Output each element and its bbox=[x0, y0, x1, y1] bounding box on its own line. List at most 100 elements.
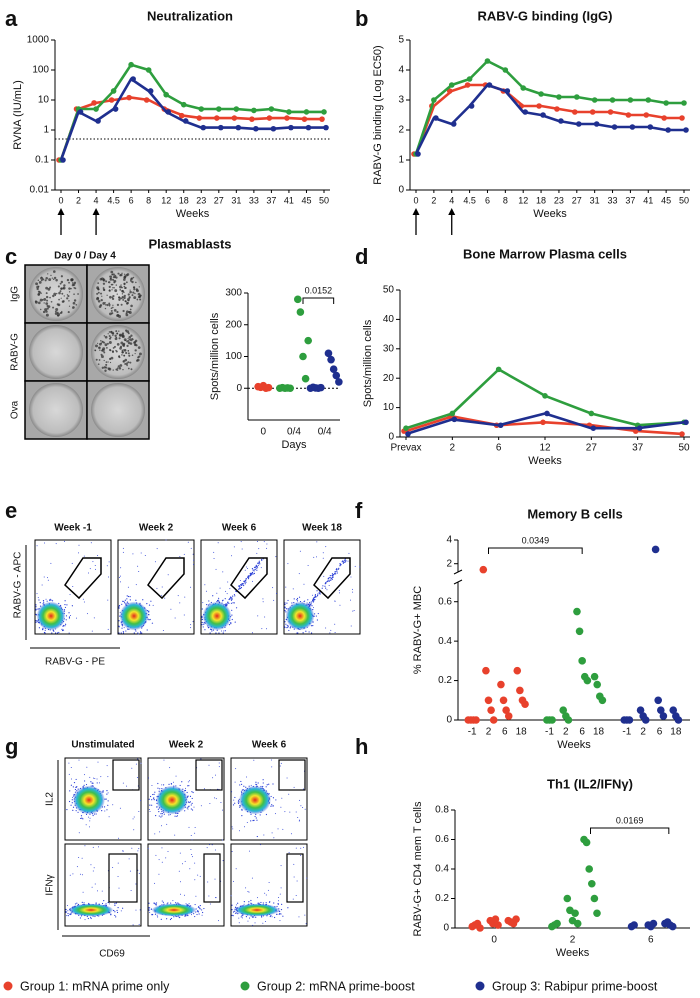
point bbox=[482, 666, 490, 675]
well bbox=[29, 325, 83, 379]
point bbox=[303, 109, 310, 115]
event bbox=[114, 911, 116, 913]
spot bbox=[121, 295, 124, 299]
y-tick-label: 3 bbox=[398, 95, 404, 106]
event bbox=[202, 911, 204, 914]
event bbox=[51, 632, 53, 634]
event bbox=[138, 923, 140, 925]
event bbox=[258, 548, 260, 550]
point bbox=[516, 686, 524, 695]
spot bbox=[51, 277, 53, 279]
event bbox=[187, 785, 189, 787]
event bbox=[232, 828, 234, 830]
event bbox=[81, 857, 83, 859]
event bbox=[280, 865, 282, 867]
event bbox=[310, 632, 313, 634]
event bbox=[249, 573, 251, 575]
event bbox=[263, 541, 265, 543]
event bbox=[241, 808, 243, 811]
spot bbox=[123, 278, 126, 281]
event bbox=[316, 619, 318, 621]
event bbox=[278, 897, 280, 899]
event bbox=[248, 850, 250, 852]
point bbox=[231, 115, 238, 121]
spot bbox=[45, 286, 49, 290]
event bbox=[343, 561, 345, 563]
point bbox=[288, 124, 294, 131]
event bbox=[92, 814, 94, 817]
series-line bbox=[59, 77, 324, 161]
gate bbox=[313, 557, 351, 600]
spot bbox=[139, 294, 142, 297]
spot bbox=[61, 292, 64, 295]
event bbox=[335, 573, 337, 575]
x-tick-label: 6 bbox=[648, 935, 654, 946]
event bbox=[189, 780, 191, 782]
event bbox=[232, 804, 235, 806]
event bbox=[190, 586, 192, 588]
event bbox=[199, 904, 201, 907]
event bbox=[273, 902, 275, 904]
event bbox=[191, 856, 193, 858]
point bbox=[415, 151, 421, 157]
event bbox=[138, 872, 140, 874]
spot bbox=[118, 330, 120, 332]
event bbox=[83, 555, 85, 557]
event bbox=[235, 768, 237, 770]
event bbox=[190, 624, 192, 626]
event bbox=[239, 587, 241, 589]
spot bbox=[46, 304, 49, 308]
gate bbox=[230, 557, 268, 600]
event bbox=[248, 785, 250, 787]
event bbox=[187, 781, 189, 783]
event bbox=[162, 901, 164, 903]
spot bbox=[128, 354, 131, 357]
spot bbox=[60, 297, 62, 299]
x-tick-label: 0/4 bbox=[318, 427, 332, 438]
event bbox=[317, 593, 319, 595]
event bbox=[191, 797, 193, 800]
point bbox=[448, 82, 455, 88]
event bbox=[208, 764, 210, 766]
spot bbox=[55, 308, 59, 312]
event bbox=[110, 913, 112, 915]
event bbox=[75, 617, 77, 619]
event bbox=[300, 854, 302, 856]
y-tick-label: 1 bbox=[398, 155, 404, 166]
spot bbox=[54, 294, 57, 296]
gate bbox=[203, 853, 221, 903]
event bbox=[194, 827, 196, 829]
event bbox=[204, 584, 206, 586]
event bbox=[187, 806, 189, 808]
spot bbox=[119, 274, 122, 277]
point bbox=[681, 100, 687, 106]
event bbox=[231, 904, 233, 906]
event bbox=[160, 816, 162, 818]
spot bbox=[109, 357, 112, 361]
spot bbox=[37, 285, 40, 288]
spot bbox=[111, 297, 115, 301]
event bbox=[122, 850, 124, 852]
event bbox=[339, 604, 341, 606]
event bbox=[258, 561, 260, 564]
event bbox=[188, 805, 190, 807]
x-tick-label: 2 bbox=[431, 195, 436, 205]
event bbox=[107, 800, 109, 802]
event bbox=[151, 913, 153, 916]
x-tick-label: 50 bbox=[319, 195, 329, 205]
point bbox=[575, 627, 584, 636]
event bbox=[284, 625, 286, 627]
event bbox=[331, 575, 333, 577]
event bbox=[216, 599, 219, 602]
event bbox=[122, 907, 124, 909]
point bbox=[286, 384, 295, 393]
event bbox=[253, 572, 255, 574]
event bbox=[226, 593, 228, 595]
event bbox=[344, 561, 346, 563]
y-axis-label: RVNA (IU/mL) bbox=[12, 80, 24, 149]
event bbox=[296, 600, 299, 602]
spot bbox=[98, 346, 100, 349]
chart-title: RABV-G binding (IgG) bbox=[477, 8, 612, 23]
point bbox=[572, 109, 578, 115]
point bbox=[294, 295, 302, 304]
